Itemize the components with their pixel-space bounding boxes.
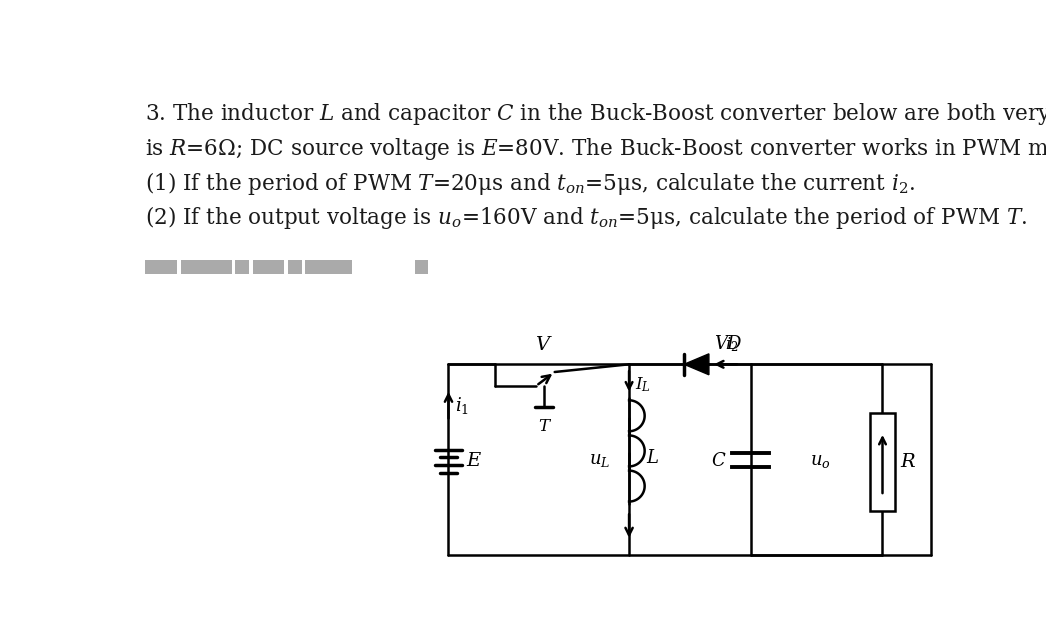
Text: (1) If the period of PWM $T$=20μs and $t_{on}$=5μs, calculate the current $i_2$.: (1) If the period of PWM $T$=20μs and $t… [144, 170, 914, 197]
Text: 3. The inductor $L$ and capacitor $C$ in the Buck-Boost converter below are both: 3. The inductor $L$ and capacitor $C$ in… [144, 101, 1046, 127]
Text: $C$: $C$ [710, 452, 726, 470]
Bar [235, 259, 249, 274]
Bar [253, 259, 285, 274]
Bar [181, 259, 231, 274]
Text: $L$: $L$ [646, 449, 659, 467]
Bar [415, 259, 428, 274]
Text: $T$: $T$ [539, 418, 552, 435]
Text: $i_2$: $i_2$ [726, 335, 738, 354]
Text: is $R$=6Ω; DC source voltage is $E$=80V. The Buck-Boost converter works in PWM m: is $R$=6Ω; DC source voltage is $E$=80V.… [144, 136, 1046, 162]
Polygon shape [684, 354, 709, 375]
Bar [305, 259, 351, 274]
Text: $u_L$: $u_L$ [589, 451, 610, 469]
Text: $V$: $V$ [535, 336, 552, 354]
Bar [870, 413, 895, 511]
Text: $I_L$: $I_L$ [635, 376, 651, 394]
Bar [288, 259, 302, 274]
Text: $i_1$: $i_1$ [455, 394, 469, 415]
Text: (2) If the output voltage is $u_o$=160V and $t_{on}$=5μs, calculate the period o: (2) If the output voltage is $u_o$=160V … [144, 204, 1027, 231]
Text: $E$: $E$ [465, 452, 482, 470]
Text: $VD$: $VD$ [713, 335, 743, 353]
Bar [144, 259, 177, 274]
Text: $R$: $R$ [900, 453, 916, 471]
Text: $u_o$: $u_o$ [811, 452, 831, 470]
